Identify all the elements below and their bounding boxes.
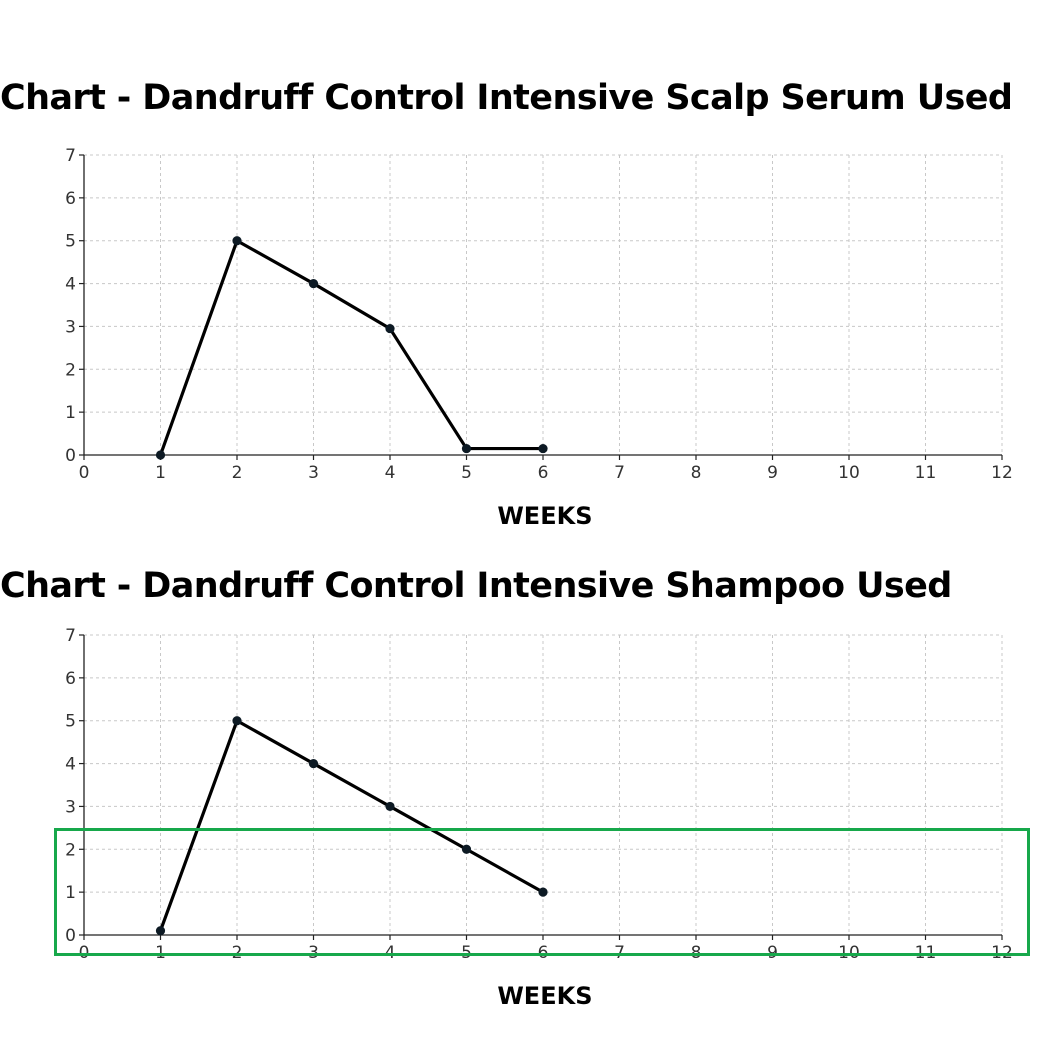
chart-title-shampoo: Chart - Dandruff Control Intensive Shamp… <box>0 566 952 606</box>
y-tick-label: 4 <box>65 755 76 775</box>
x-tick-label: 12 <box>991 463 1013 483</box>
x-tick-label: 5 <box>461 463 472 483</box>
y-tick-label: 0 <box>65 446 76 466</box>
grid <box>84 154 1003 455</box>
x-tick-label: 2 <box>232 463 243 483</box>
y-tick-label: 6 <box>65 189 76 209</box>
x-tick-label: 8 <box>691 463 702 483</box>
chart-title-serum: Chart - Dandruff Control Intensive Scalp… <box>0 78 1013 118</box>
y-tick-label: 0 <box>65 926 76 946</box>
y-tick-label: 2 <box>65 840 76 860</box>
x-tick-label: 10 <box>838 463 860 483</box>
x-tick-label: 6 <box>538 463 549 483</box>
y-tick-label: 4 <box>65 275 76 295</box>
y-tick-label: 1 <box>65 883 76 903</box>
y-tick-label: 1 <box>65 403 76 423</box>
data-point <box>461 844 472 854</box>
x-tick-label: 4 <box>385 463 396 483</box>
data-point <box>232 716 242 726</box>
series-line <box>158 239 543 456</box>
grid <box>84 634 1003 935</box>
y-tick-label: 7 <box>65 626 76 646</box>
y-tick-label: 5 <box>65 712 76 732</box>
y-tick-label: 5 <box>65 232 76 252</box>
x-axis-label: WEEKS <box>497 982 592 1010</box>
y-tick-label: 3 <box>65 797 76 817</box>
x-tick-label: 0 <box>79 463 90 483</box>
x-tick-label: 1 <box>155 463 166 483</box>
y-tick-label: 3 <box>65 317 76 337</box>
y-tick-label: 7 <box>65 146 76 166</box>
data-point <box>538 887 548 897</box>
data-point <box>155 450 166 460</box>
y-tick-label: 2 <box>65 360 76 380</box>
data-point <box>385 801 395 812</box>
series-line <box>158 719 544 932</box>
y-tick-label: 6 <box>65 669 76 689</box>
data-point <box>385 323 395 334</box>
x-axis-label: WEEKS <box>497 502 592 530</box>
data-point <box>232 236 242 246</box>
x-tick-label: 11 <box>915 463 937 483</box>
highlight-box <box>54 828 1030 956</box>
x-tick-label: 7 <box>614 463 625 483</box>
x-tick-label: 3 <box>308 463 319 483</box>
x-tick-label: 9 <box>767 463 778 483</box>
data-point <box>155 926 166 936</box>
data-point <box>538 443 548 454</box>
data-point <box>461 443 472 454</box>
data-point <box>308 278 319 289</box>
data-point <box>308 758 319 769</box>
